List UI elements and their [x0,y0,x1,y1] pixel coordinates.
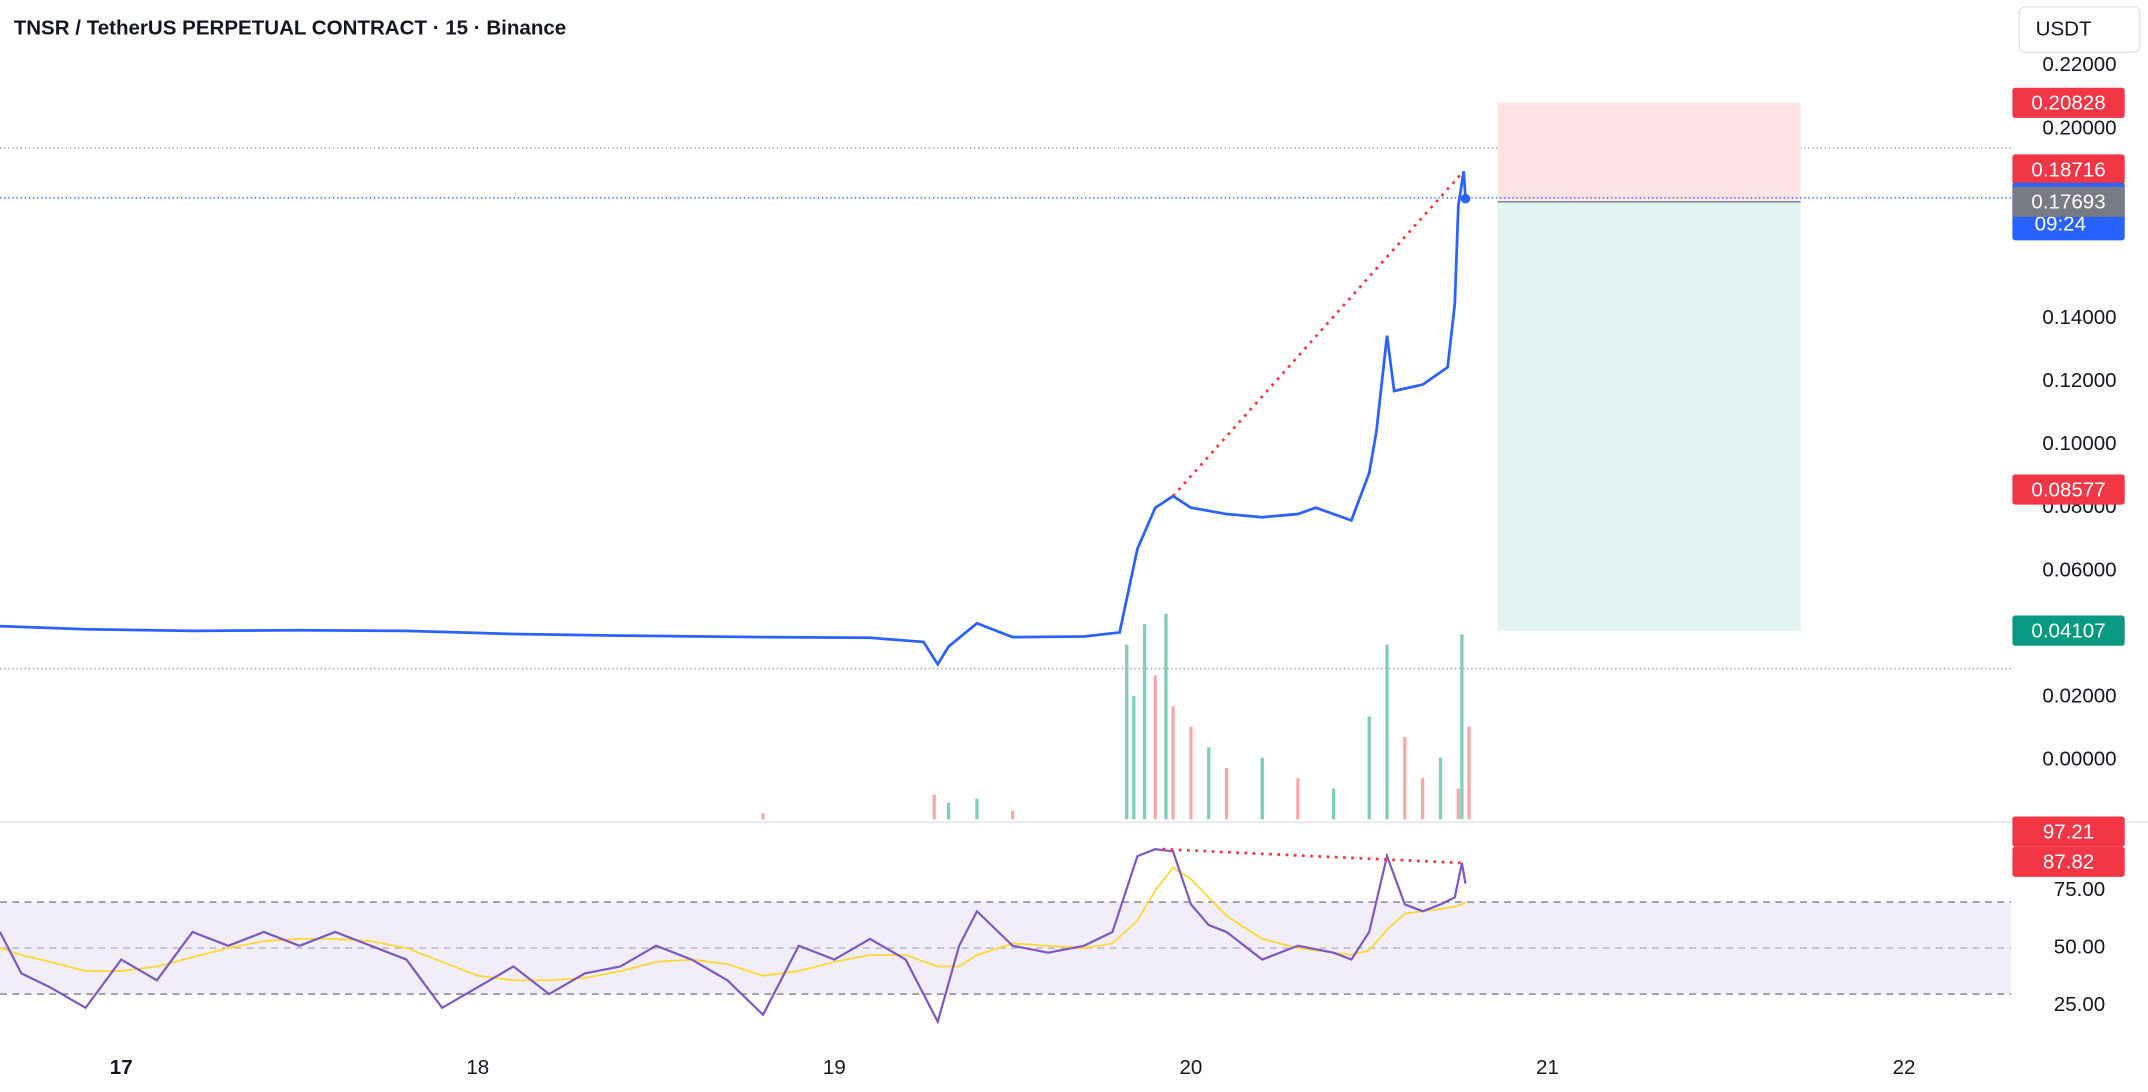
price-label-box [2012,615,2125,646]
volume-bar [1260,757,1264,820]
volume-bar [1207,747,1211,820]
y-tick-label: 0.02000 [2042,685,2116,708]
price-label: 0.18716 [2031,158,2105,181]
volume-bar [761,813,765,820]
y-tick-label: 0.00000 [2042,748,2116,771]
x-tick-label: 20 [1179,1056,1202,1079]
y-tick-label: 0.22000 [2042,53,2116,76]
rsi-divergence [1162,847,1462,865]
price-label-box [2012,186,2125,217]
target-zone [1497,201,1801,631]
x-tick-label: 17 [110,1056,133,1079]
y-tick-label: 0.14000 [2042,306,2116,329]
price-label: 0.17693 [2031,191,2105,214]
rsi-line [0,848,1467,1025]
last-point [1460,193,1471,204]
volume-bar [932,794,936,820]
volume-bar [1460,634,1464,820]
volume-bar [1456,788,1460,820]
volume-bar [1224,767,1229,820]
volume-bar [946,802,951,820]
rsi-tick-label: 25.00 [2054,993,2105,1016]
price-divergence [1172,172,1463,497]
y-tick-label: 0.10000 [2042,432,2116,455]
rsi-label-box [2012,816,2125,847]
x-tick-label: 21 [1536,1056,1559,1079]
volume-bar [1153,675,1157,820]
price-label: 0.08577 [2031,478,2105,501]
volume-bar [1403,737,1407,820]
volume-bar [1132,696,1136,820]
x-tick-label: 22 [1893,1056,1916,1079]
rsi-tick-label: 75.00 [2054,878,2105,901]
y-tick-label: 0.20000 [2042,116,2116,139]
price-label: 0.20828 [2031,92,2105,115]
volume-bar [1010,811,1015,820]
volume-bar [1142,624,1147,820]
volume-bar [1385,644,1389,820]
volume-bar [1421,778,1425,820]
currency-label[interactable]: USDT [2036,18,2092,41]
stop-zone [1497,102,1801,202]
y-tick-label: 0.12000 [2042,369,2116,392]
price-label: 0.04107 [2031,619,2105,642]
volume-bar [1171,706,1175,820]
countdown: 09:24 [2035,213,2086,236]
rsi-tick-label: 50.00 [2054,935,2105,958]
x-tick-label: 19 [823,1056,846,1079]
x-tick-label: 18 [466,1056,489,1079]
volume-bar [1438,757,1443,820]
rsi-label-box [2012,846,2125,877]
volume-bar [975,798,979,820]
price-label-box [2012,474,2125,505]
volume-bar [1296,778,1300,820]
volume-bar [1125,644,1129,820]
price-label-box [2012,154,2125,185]
currency-button[interactable] [2018,6,2141,53]
volume-bar [1467,726,1471,820]
volume-bar [1189,726,1193,820]
volume-bar [1367,716,1371,820]
price-line [0,171,1467,667]
rsi-label: 87.82 [2043,851,2094,874]
y-tick-label: 0.06000 [2042,558,2116,581]
price-label-box [2012,87,2125,118]
chart-title: TNSR / TetherUS PERPETUAL CONTRACT · 15 … [14,16,567,39]
volume-bar [1331,788,1336,820]
rsi-label: 97.21 [2043,820,2094,843]
volume-bar [1164,613,1168,820]
